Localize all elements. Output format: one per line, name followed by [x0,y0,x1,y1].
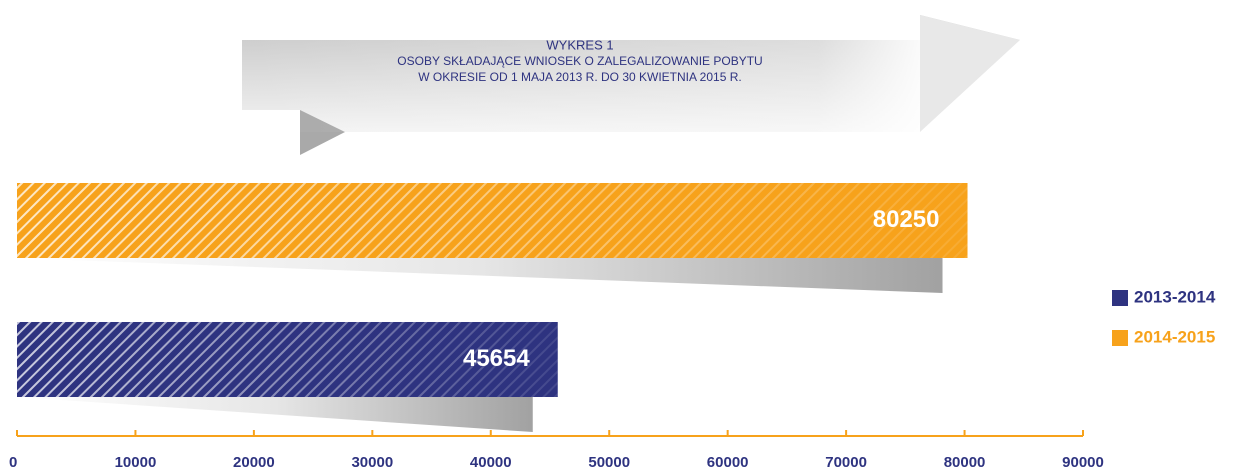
bar-shadow [17,258,943,293]
bar-shadow [17,397,533,432]
bar-hatch [17,322,558,397]
legend-swatch [1112,330,1128,346]
data-label: 80250 [873,206,940,233]
chart-subtitle: W OKRESIE OD 1 MAJA 2013 R. DO 30 KWIETN… [418,70,741,84]
x-tick-label: 10000 [115,454,157,471]
x-tick-label: 80000 [944,454,986,471]
x-tick-label: 20000 [233,454,275,471]
legend-label: 2013-2014 [1134,287,1216,306]
bar-hatch [17,183,968,258]
x-tick-label: 0 [9,454,17,471]
legend-swatch [1112,290,1128,306]
x-tick-label: 30000 [351,454,393,471]
x-tick-label: 40000 [470,454,512,471]
x-tick-label: 60000 [707,454,749,471]
x-tick-label: 90000 [1062,454,1104,471]
x-tick-label: 50000 [588,454,630,471]
x-tick-label: 70000 [825,454,867,471]
data-label: 45654 [463,345,530,372]
title-ribbon [242,15,1020,155]
chart-subtitle: OSOBY SKŁADAJĄCE WNIOSEK O ZALEGALIZOWAN… [397,54,762,68]
legend-label: 2014-2015 [1134,327,1215,346]
chart-title: WYKRES 1 [546,37,613,52]
